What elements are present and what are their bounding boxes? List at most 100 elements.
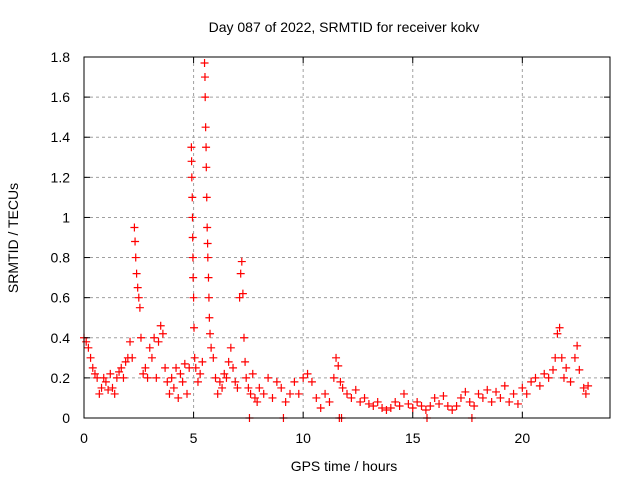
data-point [290,377,299,386]
plot-frame [83,56,611,419]
data-point [163,377,172,386]
data-point [244,383,253,392]
y-tick-label: 0.8 [51,250,71,266]
grid [84,57,610,418]
data-point [373,397,382,406]
data-point [203,223,212,232]
data-point [202,143,211,152]
data-point [226,343,235,352]
data-point [518,383,527,392]
data-point [303,369,312,378]
data-point [211,373,220,382]
data-point [189,273,198,282]
data-point [196,369,205,378]
data-point [325,397,334,406]
y-axis-label: SRMTID / TECUs [5,183,21,293]
data-point [104,385,113,394]
data-point [321,389,330,398]
data-point [101,377,110,386]
data-point [448,405,457,414]
data-point [97,383,106,392]
data-point [189,293,198,302]
data-point [231,377,240,386]
data-point [404,399,413,408]
data-point [356,397,365,406]
data-point [174,393,183,402]
data-point [169,383,178,392]
data-point [242,373,251,382]
data-point [150,333,159,342]
data-point [470,401,479,410]
data-point [134,293,143,302]
data-point [213,389,222,398]
data-point [108,383,117,392]
data-point [88,363,97,372]
data-point [233,383,242,392]
x-axis-label: GPS time / hours [291,458,398,474]
data-point [544,373,553,382]
data-point [496,393,505,402]
data-point [509,389,518,398]
data-point [206,329,215,338]
data-point [130,223,139,232]
data-point [121,357,130,366]
x-tick-label: 0 [80,430,88,446]
data-point [575,365,584,374]
data-point [421,405,430,414]
data-point [237,257,246,266]
data-point [190,353,199,362]
data-point [132,269,141,278]
data-point [201,93,210,102]
data-point [253,397,262,406]
data-point [193,377,202,386]
data-point [557,353,566,362]
data-point [492,387,501,396]
data-point [452,401,461,410]
data-point [145,343,154,352]
data-point [119,373,128,382]
data-point [110,389,119,398]
data-point [235,293,244,302]
data-point [115,367,124,376]
data-point [364,399,373,408]
data-point [84,343,93,352]
data-point [141,363,150,372]
data-point [399,389,408,398]
data-point [500,381,509,390]
data-point [259,389,268,398]
data-point [239,333,248,342]
data-point [246,389,255,398]
axis-ticks: 0 0.2 0.4 0.6 0.8 1 1.2 1.4 1.6 1.8 0 5 10 15 20 [51,49,610,446]
data-point [201,123,210,132]
data-point [180,359,189,368]
x-tick-label: 20 [515,430,531,446]
data-point [299,373,308,382]
data-point [584,381,593,390]
data-point [135,303,144,312]
data-point [187,173,196,182]
data-point [139,369,148,378]
data-point [439,391,448,400]
data-point [190,323,199,332]
data-point [229,363,238,372]
data-point [351,385,360,394]
data-point [369,401,378,410]
data-point [167,373,176,382]
data-point [334,361,343,370]
data-point [209,353,218,362]
data-point [272,377,281,386]
data-point [198,357,207,366]
data-point [487,397,496,406]
data-point [522,389,531,398]
data-point [286,389,295,398]
data-point [268,393,277,402]
data-point [241,357,250,366]
data-point [316,403,325,412]
data-point [203,239,212,248]
data-point [566,377,575,386]
x-tick-label: 15 [405,430,421,446]
data-point [131,237,140,246]
data-point [133,283,142,292]
y-tick-label: 0.6 [51,290,71,306]
data-point [218,383,227,392]
